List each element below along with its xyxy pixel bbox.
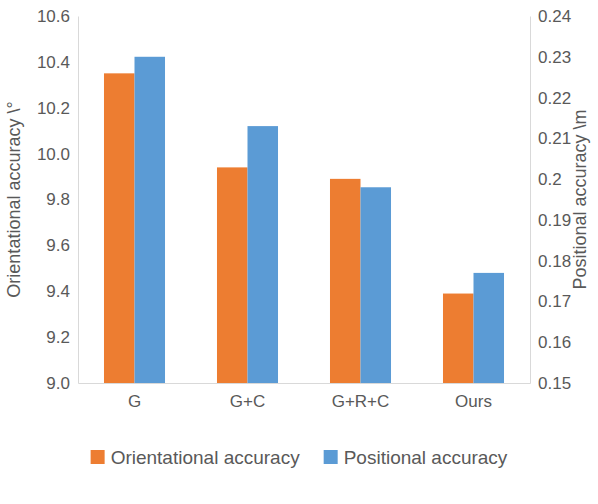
legend-label: Positional accuracy <box>344 447 508 468</box>
tick-label: 9.4 <box>46 282 70 301</box>
tick: 0.15 <box>530 374 571 393</box>
tick: Ours <box>455 392 492 411</box>
tick-label: 10.0 <box>37 145 70 164</box>
tick: 10.2 <box>37 99 78 118</box>
tick-label: 0.15 <box>538 374 571 393</box>
tick-label: 9.8 <box>46 190 70 209</box>
tick-label: 0.19 <box>538 211 571 230</box>
tick: 0.18 <box>530 252 571 271</box>
tick-label: 0.16 <box>538 333 571 352</box>
tick: 10.0 <box>37 145 78 164</box>
tick-label: 9.6 <box>46 236 70 255</box>
tick: 9.8 <box>46 190 78 209</box>
tick-label: 0.21 <box>538 129 571 148</box>
tick-label: Ours <box>455 392 492 411</box>
tick: 9.2 <box>46 328 78 347</box>
tick: 0.17 <box>530 292 571 311</box>
legend-item: Positional accuracy <box>324 447 508 468</box>
tick-label: G+R+C <box>332 392 390 411</box>
tick-label: 0.22 <box>538 88 571 107</box>
bar <box>443 294 474 383</box>
bar <box>330 179 361 383</box>
tick: G+C <box>230 392 265 411</box>
tick: 0.22 <box>530 88 571 107</box>
tick-label: 10.2 <box>37 99 70 118</box>
tick: 10.6 <box>37 7 78 26</box>
legend-swatch <box>91 450 105 464</box>
y2-axis-title: Positional accuracy \m <box>570 109 590 289</box>
tick-label: 10.6 <box>37 7 70 26</box>
axis-line <box>78 17 79 384</box>
bar <box>104 73 135 383</box>
bar <box>135 57 166 383</box>
tick: 9.0 <box>46 374 78 393</box>
tick-label: 0.17 <box>538 292 571 311</box>
bars <box>104 57 504 383</box>
tick: G <box>128 392 141 411</box>
tick: 0.24 <box>530 7 571 26</box>
tick: 0.21 <box>530 129 571 148</box>
legend-swatch <box>324 450 338 464</box>
chart: 9.09.29.49.69.810.010.210.410.60.150.160… <box>0 0 598 504</box>
tick-label: 9.0 <box>46 374 70 393</box>
axis-line <box>79 383 531 384</box>
tick: 9.4 <box>46 282 78 301</box>
y-axis: 9.0 9.2 9.4 9.6 9.8 10.0 10.2 10.4 10.6 <box>37 7 79 393</box>
legend: Orientational accuracy Positional accurac… <box>91 447 508 468</box>
tick-label: 0.2 <box>538 170 562 189</box>
x-axis: G G+C G+R+C Ours <box>79 384 531 412</box>
bar <box>217 167 248 383</box>
tick: 0.23 <box>530 48 571 67</box>
tick-label: 0.23 <box>538 48 571 67</box>
bar <box>361 187 392 383</box>
tick-label: G <box>128 392 141 411</box>
tick-label: 0.18 <box>538 252 571 271</box>
tick: 0.16 <box>530 333 571 352</box>
axis-line <box>530 17 531 384</box>
tick: 0.19 <box>530 211 571 230</box>
bar <box>248 126 279 383</box>
tick-label: G+C <box>230 392 265 411</box>
bar <box>474 273 505 383</box>
legend-label: Orientational accuracy <box>111 447 301 468</box>
tick-label: 9.2 <box>46 328 70 347</box>
tick: 10.4 <box>37 53 78 72</box>
tick-label: 0.24 <box>538 7 571 26</box>
tick: G+R+C <box>332 392 390 411</box>
tick-label: 10.4 <box>37 53 70 72</box>
legend-item: Orientational accuracy <box>91 447 301 468</box>
plot: 9.09.29.49.69.810.010.210.410.60.150.160… <box>37 7 571 411</box>
y2-axis: 0.15 0.16 0.17 0.18 0.19 0.2 0.21 0.22 0.23 0.24 <box>530 7 571 393</box>
y-axis-title: Orientational accuracy \° <box>4 101 24 297</box>
tick: 0.2 <box>530 170 562 189</box>
tick: 9.6 <box>46 236 78 255</box>
